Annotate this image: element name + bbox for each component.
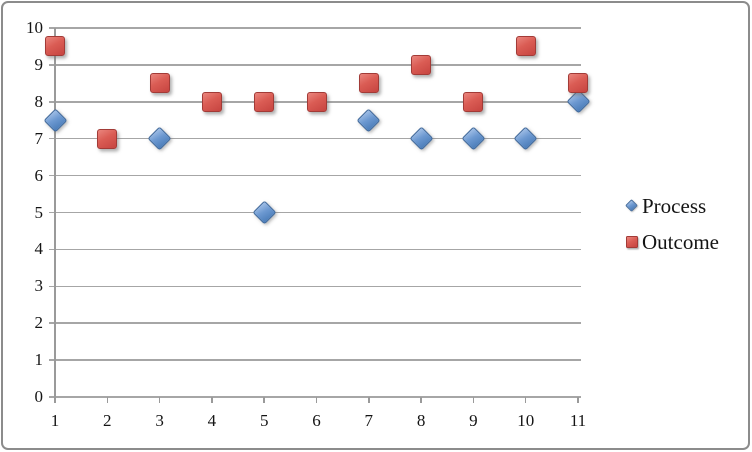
x-axis-tick-label: 6	[312, 411, 321, 430]
y-axis-tick-label: 5	[34, 202, 44, 222]
outcome-marker[interactable]	[358, 73, 379, 94]
process-marker[interactable]	[356, 108, 381, 133]
x-axis-tick	[368, 397, 370, 403]
gridline	[49, 211, 581, 214]
x-axis-tick	[420, 397, 422, 403]
outcome-marker[interactable]	[515, 36, 536, 57]
x-axis-tick-label: 3	[155, 411, 164, 430]
x-axis-tick-label: 4	[207, 411, 217, 430]
y-axis-tick-label: 8	[34, 91, 44, 111]
process-marker[interactable]	[513, 126, 538, 151]
y-axis-tick-label: 10	[26, 18, 43, 37]
process-legend-marker-icon	[624, 198, 640, 214]
x-axis-tick	[472, 397, 475, 403]
gridline	[49, 359, 581, 361]
legend-entry-outcome[interactable]: Outcome	[624, 224, 719, 260]
outcome-marker[interactable]	[149, 73, 170, 94]
outcome-marker[interactable]	[97, 128, 118, 149]
outcome-legend-marker-icon	[624, 234, 640, 250]
outcome-marker[interactable]	[201, 91, 222, 112]
x-axis-tick	[524, 397, 527, 403]
process-marker[interactable]	[252, 200, 277, 225]
process-marker[interactable]	[42, 108, 68, 133]
process-marker[interactable]	[565, 89, 591, 114]
x-axis-tick	[158, 397, 161, 403]
y-axis-tick-label: 7	[34, 128, 44, 148]
outcome-marker[interactable]	[463, 91, 484, 112]
x-axis-tick-label: 5	[259, 411, 269, 430]
outcome-marker[interactable]	[411, 54, 432, 75]
x-axis-tick-label: 7	[364, 411, 374, 430]
gridline	[49, 322, 581, 324]
outcome-marker[interactable]	[254, 91, 275, 112]
x-axis-tick	[106, 397, 109, 403]
process-marker[interactable]	[461, 126, 486, 151]
x-axis-tick-label: 10	[517, 411, 535, 430]
process-marker[interactable]	[147, 126, 172, 151]
x-axis-tick	[54, 397, 56, 403]
process-marker[interactable]	[409, 126, 434, 151]
legend-label-process: Process	[642, 194, 707, 218]
y-axis-tick-label: 9	[34, 54, 44, 74]
x-axis-tick	[263, 397, 265, 403]
gridline	[49, 64, 581, 66]
x-axis-tick-label: 9	[469, 411, 478, 430]
y-axis-tick-label: 0	[34, 387, 44, 406]
x-axis-tick-label: 8	[416, 411, 426, 430]
legend-label-outcome: Outcome	[642, 230, 719, 254]
x-axis-tick	[315, 397, 318, 403]
x-axis-tick	[211, 397, 213, 403]
outcome-marker[interactable]	[568, 73, 588, 94]
gridline	[49, 27, 581, 29]
y-axis	[54, 28, 56, 403]
x-axis-tick-label: 1	[50, 411, 60, 430]
legend-entry-process[interactable]: Process	[624, 188, 719, 224]
y-axis-tick-label: 2	[34, 313, 44, 333]
legend: Process Outcome	[624, 188, 719, 260]
y-axis-tick-label: 1	[34, 350, 44, 370]
y-axis-tick-label: 6	[34, 165, 44, 185]
gridline	[49, 248, 581, 251]
x-axis-tick-label: 2	[103, 411, 112, 430]
gridline	[49, 137, 581, 140]
gridline	[49, 396, 581, 398]
x-axis-tick	[577, 397, 579, 403]
y-axis-tick-label: 4	[34, 239, 44, 259]
gridline	[49, 174, 581, 177]
gridline	[49, 285, 581, 288]
outcome-marker[interactable]	[306, 91, 327, 112]
y-axis-tick-label: 3	[34, 276, 44, 296]
outcome-marker[interactable]	[45, 36, 65, 57]
x-axis-tick-label: 11	[569, 411, 587, 430]
